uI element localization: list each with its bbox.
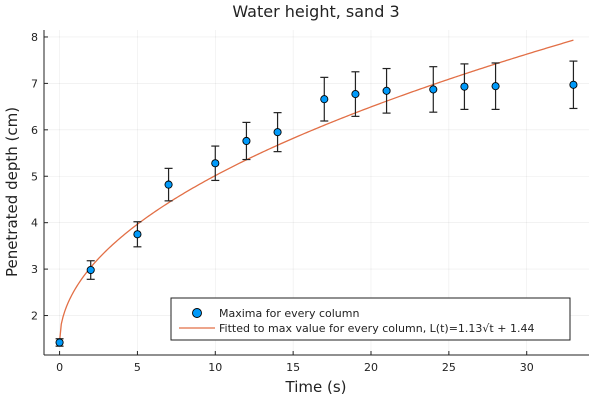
x-tick-label: 30 [520,361,534,374]
y-axis-label: Penetrated depth (cm) [3,107,21,277]
y-tick-label: 3 [31,263,38,276]
data-point [211,159,220,168]
data-point [569,80,578,89]
points [55,80,578,347]
legend-marker-scatter [192,308,202,318]
y-tick-label: 2 [31,310,38,323]
data-point [86,265,95,275]
data-point [320,95,329,104]
data-point [273,128,282,137]
data-point [429,85,438,94]
legend-box [170,297,571,341]
x-ticks: 0 5 10 15 20 25 30 [56,351,534,374]
x-tick-label: 10 [208,361,222,374]
y-ticks: 2 3 4 5 6 7 8 [31,31,48,323]
x-tick-label: 25 [442,361,456,374]
x-tick-label: 5 [134,361,141,374]
y-tick-label: 4 [31,217,38,230]
data-point [55,338,64,347]
data-point [382,86,391,95]
data-point [460,82,469,91]
errorbars [55,60,578,347]
legend-label-fit: Fitted to max value for every column, L(… [219,322,534,335]
y-tick-label: 7 [31,77,38,90]
y-tick-label: 6 [31,124,38,137]
legend-label-scatter: Maxima for every column [219,307,359,320]
fit-line [58,39,574,342]
data-point [164,180,173,189]
data-point [242,136,251,146]
x-axis-label: Time (s) [285,378,347,396]
data-point [133,230,142,239]
legend: Maxima for every column Fitted to max va… [170,297,571,341]
data-point [351,90,360,99]
y-tick-label: 8 [31,31,38,44]
y-tick-label: 5 [31,170,38,183]
x-tick-label: 20 [364,361,378,374]
x-tick-label: 15 [286,361,300,374]
x-tick-label: 0 [56,361,63,374]
fit-line-group [58,39,574,342]
data-point [491,82,500,91]
chart-title: Water height, sand 3 [232,2,399,21]
